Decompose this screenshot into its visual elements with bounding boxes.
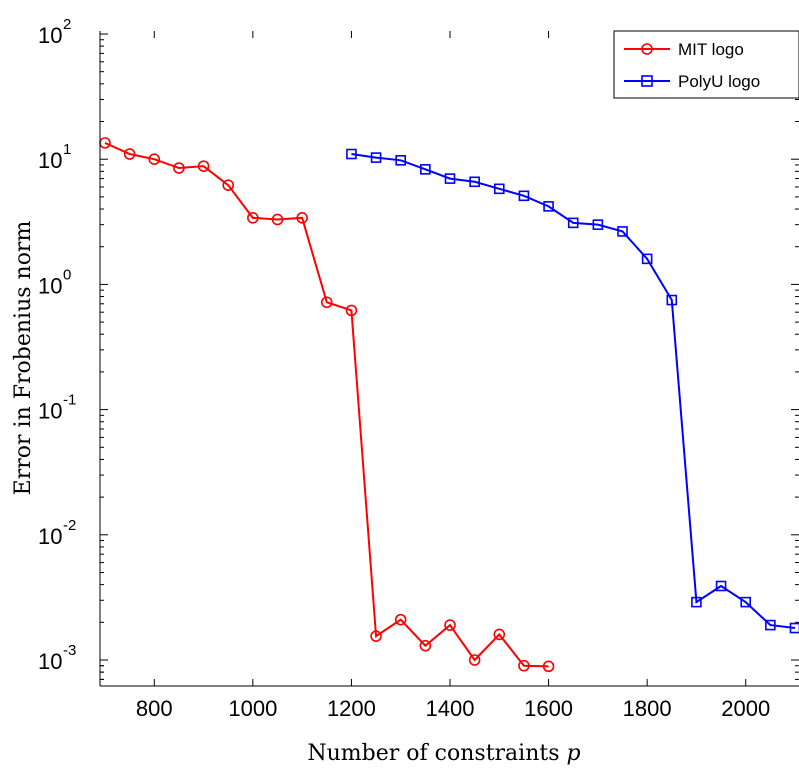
x-tick-label: 1000 xyxy=(228,696,277,721)
data-point xyxy=(444,619,456,631)
data-point xyxy=(370,152,382,163)
data-point xyxy=(320,296,333,309)
y-tick-label: 10 xyxy=(38,399,62,424)
data-point xyxy=(518,659,530,672)
series-line-1 xyxy=(351,153,796,630)
x-tick-label: 1400 xyxy=(426,696,475,721)
x-tick-label: 1600 xyxy=(524,696,573,721)
y-tick-label: 10 xyxy=(38,23,62,48)
data-point xyxy=(518,190,530,202)
data-point xyxy=(420,164,431,175)
x-tick-label: 1800 xyxy=(623,696,672,721)
data-point xyxy=(123,148,136,160)
y-tick-label: 10 xyxy=(38,649,62,674)
data-point xyxy=(740,596,752,608)
data-point xyxy=(271,213,284,226)
legend-polyu-label: PolyU logo xyxy=(678,72,760,91)
y-tick-label: 10 xyxy=(38,273,62,298)
legend-polyu-marker xyxy=(641,75,653,87)
data-point xyxy=(346,148,357,160)
x-axis-label: Number of constraints p xyxy=(307,741,580,766)
plot-area xyxy=(100,31,799,686)
y-axis-label: Error in Frobenius norm xyxy=(11,221,36,496)
y-tick-label: 10 xyxy=(38,148,62,173)
data-point xyxy=(493,183,505,195)
x-tick-label: 2000 xyxy=(721,696,770,721)
data-point xyxy=(666,294,678,306)
x-tick-label: 1200 xyxy=(327,696,376,721)
data-point xyxy=(247,212,259,224)
data-point xyxy=(493,628,506,641)
y-tick-exponent: -3 xyxy=(63,642,76,659)
data-point xyxy=(197,160,210,172)
y-tick-exponent: -1 xyxy=(63,392,76,409)
data-point xyxy=(469,176,480,188)
data-point xyxy=(691,596,702,608)
data-point xyxy=(148,153,161,165)
data-point xyxy=(444,173,456,184)
y-tick-exponent: 1 xyxy=(63,141,71,158)
data-point xyxy=(641,253,653,265)
data-point xyxy=(296,212,308,224)
series-markers xyxy=(99,137,799,673)
data-point xyxy=(370,630,382,642)
data-point xyxy=(173,162,185,174)
y-tick-label: 10 xyxy=(38,524,62,549)
data-point xyxy=(468,654,481,666)
data-point xyxy=(395,154,407,166)
data-point xyxy=(789,622,799,634)
data-point xyxy=(715,580,727,592)
data-point xyxy=(617,226,628,237)
legend-box xyxy=(613,30,799,99)
y-tick-exponent: 0 xyxy=(63,266,71,283)
y-tick-exponent: -2 xyxy=(63,517,76,534)
data-point xyxy=(222,179,235,191)
data-point xyxy=(394,613,407,626)
series-line-0 xyxy=(104,141,549,668)
data-point xyxy=(567,217,579,229)
legend-mit-marker xyxy=(641,43,653,55)
y-tick-exponent: 2 xyxy=(63,16,71,33)
legend-mit-label: MIT logo xyxy=(678,40,744,59)
data-point xyxy=(542,660,555,673)
data-point xyxy=(592,219,604,230)
data-point xyxy=(419,639,432,652)
data-point xyxy=(765,619,776,631)
data-point xyxy=(543,201,554,212)
series-lines xyxy=(104,141,796,668)
data-point xyxy=(345,304,358,317)
legend: MIT logo PolyU logo xyxy=(613,30,799,99)
x-tick-label: 800 xyxy=(136,696,173,721)
